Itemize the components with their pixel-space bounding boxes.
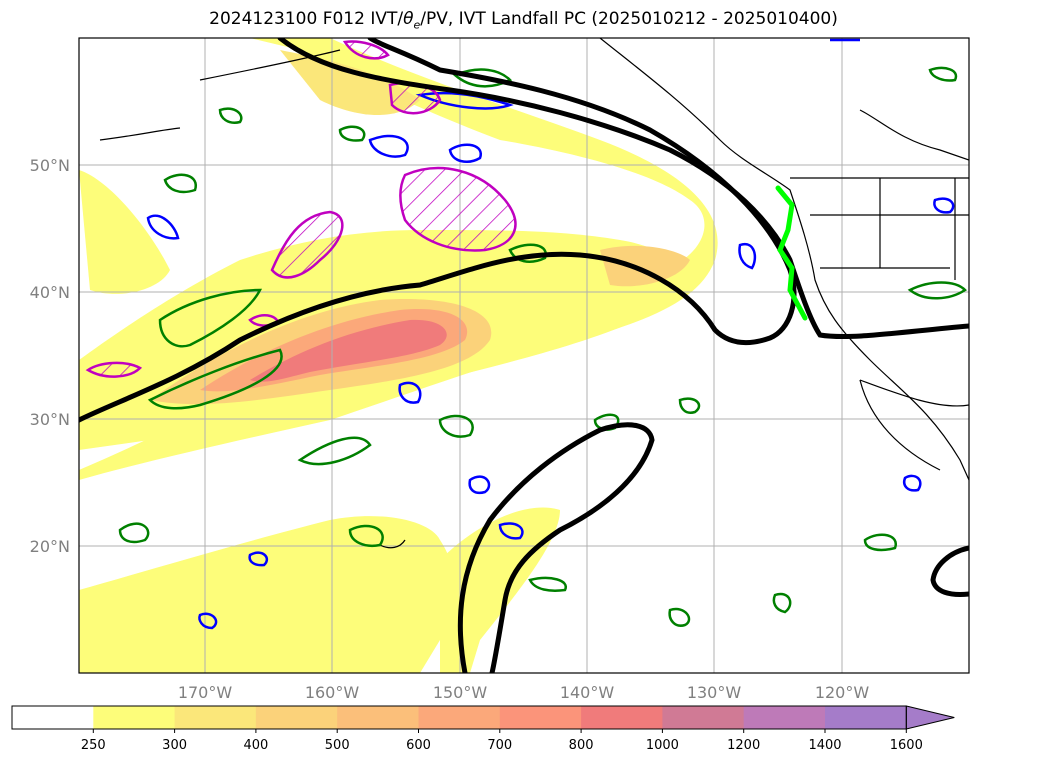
graticule [79,38,969,673]
colorbar-outline [11,705,907,730]
coastlines [99,38,969,549]
colorbar-segment [499,706,582,729]
ivt-percentile-contours [79,38,969,673]
lon-labels: 170°W 160°W 150°W 140°W 130°W 120°W [178,683,870,702]
lon-label-170: 170°W [178,683,233,702]
landfall-line [775,185,808,321]
lon-label-130: 130°W [687,683,742,702]
colorbar-segment [825,706,907,729]
colorbar-segment [255,706,338,729]
lat-label-20: 20°N [30,537,70,556]
title-theta: θ [403,9,414,29]
colorbar-segment [743,706,826,729]
colorbar-extend-arrow [905,705,955,730]
map-title: 2024123100 F012 IVT/θe/PV, IVT Landfall … [0,9,1047,31]
colorbar-segment [418,706,501,729]
map-panel [79,38,969,673]
colorbar: 250 300 400 500 600 700 800 1000 1200 1400 1600 [11,705,955,753]
colorbar-segment [337,706,419,729]
lat-labels: 50°N 40°N 30°N 20°N [30,156,70,556]
lat-label-30: 30°N [30,410,70,429]
lon-label-160: 160°W [305,683,360,702]
colorbar-segment [12,706,94,729]
title-suffix: /PV, IVT Landfall PC (2025010212 - 20250… [420,9,838,29]
lat-label-40: 40°N [30,283,70,302]
colorbar-segment [581,706,663,729]
lon-label-150: 150°W [433,683,488,702]
colorbar-segment [662,706,745,729]
colorbar-tick-label: 1600 [890,738,923,753]
colorbar-tick-label: 300 [162,738,187,753]
colorbar-tick-label: 1200 [727,738,760,753]
lon-label-140: 140°W [560,683,615,702]
pv-green-contours [118,66,967,627]
title-prefix: 2024123100 F012 IVT/ [209,9,404,29]
colorbar-tick-label: 1400 [808,738,841,753]
lon-label-120: 120°W [815,683,870,702]
colorbar-tick-label: 700 [487,738,512,753]
colorbar-tick-label: 800 [569,738,594,753]
title-theta-subscript: e [413,18,421,32]
theta-e-contours [85,40,517,378]
colorbar-tick-label: 500 [325,738,350,753]
pv-blue-contours [146,38,955,630]
colorbar-tick-label: 1000 [646,738,679,753]
map-frame [78,37,970,674]
lat-label-50: 50°N [30,156,70,175]
colorbar-tick-label: 600 [406,738,431,753]
colorbar-segment [174,706,257,729]
colorbar-tick-label: 250 [81,738,106,753]
colorbar-segment [93,706,176,729]
colorbar-tick-label: 400 [243,738,268,753]
